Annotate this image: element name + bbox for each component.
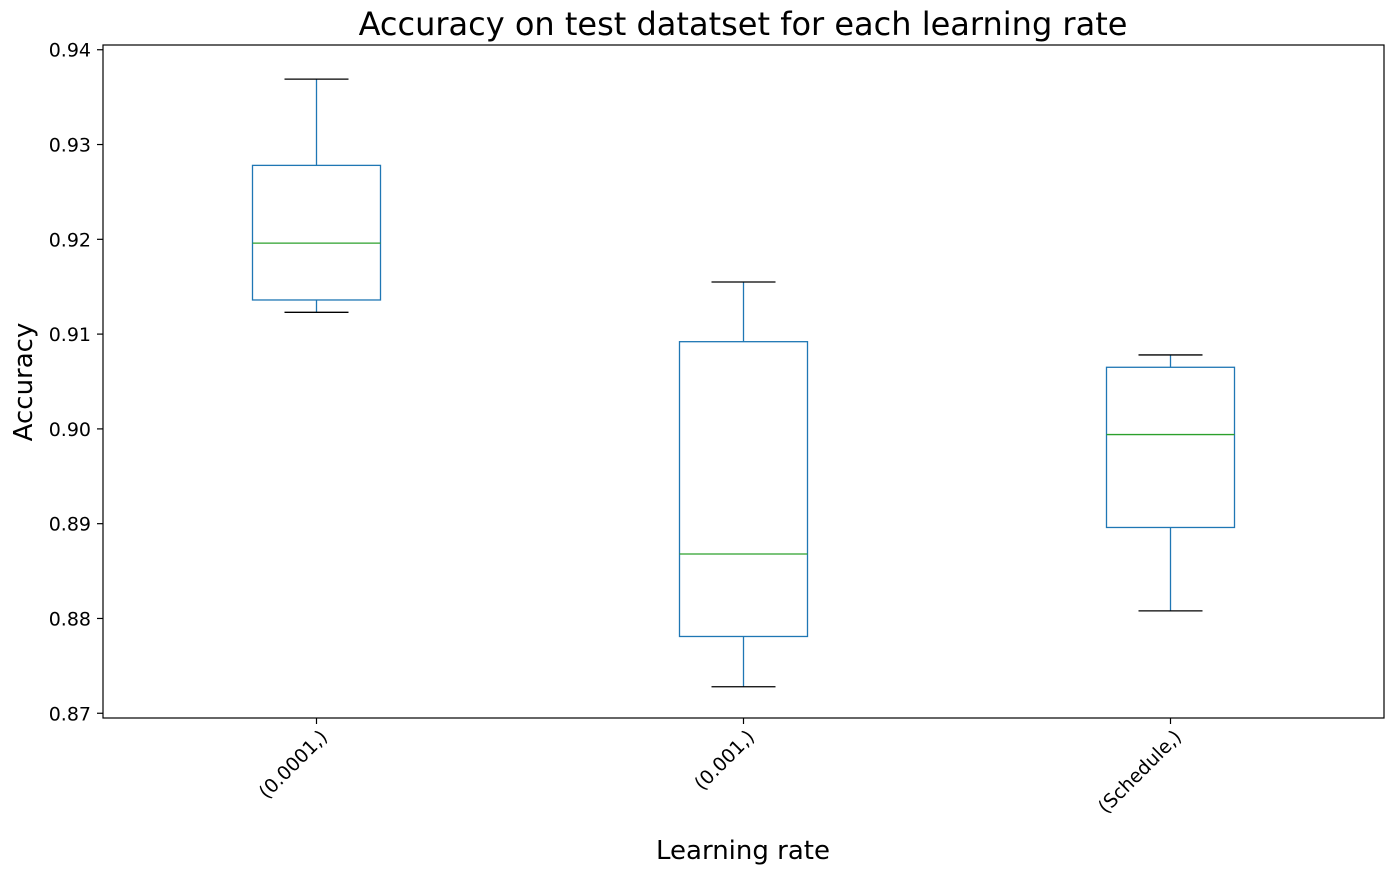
plot-area: 0.87 0.88 0.89 0.90 0.91 0.92 0.93 0.94 (0.0001,… (49, 40, 1385, 818)
x-tick-label-0: (0.0001,) (255, 726, 332, 803)
y-tick-label-3: 0.90 (49, 419, 91, 441)
x-tick-label-2: (Schedule,) (1094, 726, 1186, 818)
y-tick-label-5: 0.92 (49, 229, 91, 251)
box-1 (678, 341, 809, 638)
chart-title: Accuracy on test datatset for each learn… (359, 5, 1128, 43)
y-tick-label-1: 0.88 (49, 608, 91, 630)
y-tick-label-7: 0.94 (49, 40, 91, 62)
y-tick-label-6: 0.93 (49, 135, 91, 157)
y-tick-label-2: 0.89 (49, 514, 91, 536)
y-tick-label-4: 0.91 (49, 324, 91, 346)
x-tick-label-1: (0.001,) (690, 726, 759, 795)
box-2 (1105, 366, 1236, 529)
y-axis-label: Accuracy (9, 323, 39, 442)
x-axis-label: Learning rate (656, 836, 830, 866)
axes-frame (102, 44, 1385, 719)
y-tick-label-0: 0.87 (49, 703, 91, 725)
box-0 (251, 164, 382, 301)
